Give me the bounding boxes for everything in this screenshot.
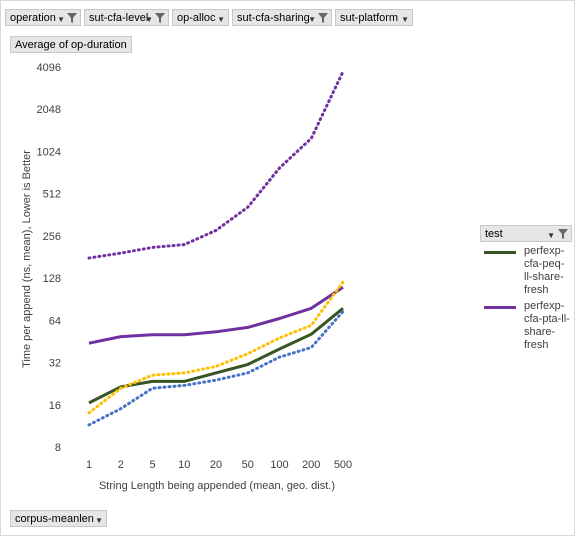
x-tick-label: 1 bbox=[86, 459, 92, 471]
axis-field-label: corpus-meanlen bbox=[15, 513, 94, 525]
x-tick-label: 10 bbox=[178, 459, 190, 471]
series-line-0 bbox=[88, 307, 344, 405]
legend-field-button[interactable]: test ▼ bbox=[480, 225, 572, 242]
chevron-down-icon: ▼ bbox=[401, 15, 409, 24]
filter-label: sut-platform bbox=[340, 12, 399, 24]
x-tick-label: 2 bbox=[118, 459, 124, 471]
legend: test ▼ perfexp-cfa-peq-ll-share-fresh pe… bbox=[480, 225, 572, 352]
filter-button-sut-cfa-sharing[interactable]: sut-cfa-sharing ▼ bbox=[232, 9, 332, 26]
series-lines bbox=[87, 70, 345, 427]
filter-button-operation[interactable]: operation ▼ bbox=[5, 9, 81, 26]
x-tick-label: 5 bbox=[149, 459, 155, 471]
y-tick-label: 256 bbox=[43, 231, 61, 243]
y-tick-label: 128 bbox=[43, 273, 61, 285]
x-tick-label: 50 bbox=[242, 459, 254, 471]
x-axis-label: String Length being appended (mean, geo.… bbox=[99, 480, 335, 492]
filter-label: operation bbox=[10, 12, 56, 24]
filter-button-op-alloc[interactable]: op-alloc ▼ bbox=[172, 9, 229, 26]
y-tick-label: 4096 bbox=[37, 62, 61, 74]
x-tick-label: 100 bbox=[270, 459, 288, 471]
chevron-down-icon: ▼ bbox=[145, 15, 153, 24]
legend-swatch bbox=[484, 306, 516, 309]
series-line-2 bbox=[87, 280, 345, 415]
y-tick-label: 8 bbox=[55, 442, 61, 454]
chevron-down-icon: ▼ bbox=[547, 231, 555, 240]
axis-field-button[interactable]: corpus-meanlen ▼ bbox=[10, 510, 107, 527]
legend-swatch bbox=[484, 251, 516, 254]
y-tick-label: 512 bbox=[43, 189, 61, 201]
y-axis-label: Time per append (ns, mean), Lower is Bet… bbox=[21, 150, 33, 368]
chevron-down-icon: ▼ bbox=[308, 15, 316, 24]
series-line-4 bbox=[87, 70, 345, 260]
legend-item-label: perfexp-cfa-peq-ll-share-fresh bbox=[524, 245, 565, 296]
y-tick-label: 2048 bbox=[37, 104, 61, 116]
x-tick-label: 500 bbox=[334, 459, 352, 471]
filter-label: sut-cfa-sharing bbox=[237, 12, 310, 24]
filter-funnel-icon bbox=[558, 229, 568, 239]
values-field-button[interactable]: Average of op-duration bbox=[10, 36, 132, 53]
y-tick-label: 64 bbox=[49, 315, 61, 327]
legend-title: test bbox=[485, 228, 503, 240]
x-tick-label: 200 bbox=[302, 459, 320, 471]
y-tick-label: 32 bbox=[49, 358, 61, 370]
y-axis-ticks: 8 16 32 64 128 256 512 1024 2048 4096 bbox=[37, 62, 61, 454]
legend-item-label: perfexp-cfa-pta-ll-share-fresh bbox=[524, 300, 570, 351]
filter-label: sut-cfa-level bbox=[89, 12, 149, 24]
filter-button-sut-platform[interactable]: sut-platform ▼ bbox=[335, 9, 413, 26]
x-tick-label: 20 bbox=[210, 459, 222, 471]
filter-button-sut-cfa-level[interactable]: sut-cfa-level ▼ bbox=[84, 9, 169, 26]
filter-label: op-alloc bbox=[177, 12, 216, 24]
chevron-down-icon: ▼ bbox=[57, 15, 65, 24]
legend-item[interactable]: perfexp-cfa-peq-ll-share-fresh bbox=[480, 245, 572, 297]
filter-funnel-icon bbox=[67, 13, 77, 23]
chevron-down-icon: ▼ bbox=[95, 516, 103, 525]
y-tick-label: 16 bbox=[49, 400, 61, 412]
y-tick-label: 1024 bbox=[37, 146, 61, 158]
series-line-1 bbox=[88, 286, 344, 345]
legend-item[interactable]: perfexp-cfa-pta-ll-share-fresh bbox=[480, 300, 572, 352]
filter-funnel-icon bbox=[318, 13, 328, 23]
x-axis-ticks: 1 2 5 10 20 50 100 200 500 bbox=[86, 459, 352, 471]
filter-funnel-icon bbox=[155, 13, 165, 23]
chevron-down-icon: ▼ bbox=[217, 15, 225, 24]
